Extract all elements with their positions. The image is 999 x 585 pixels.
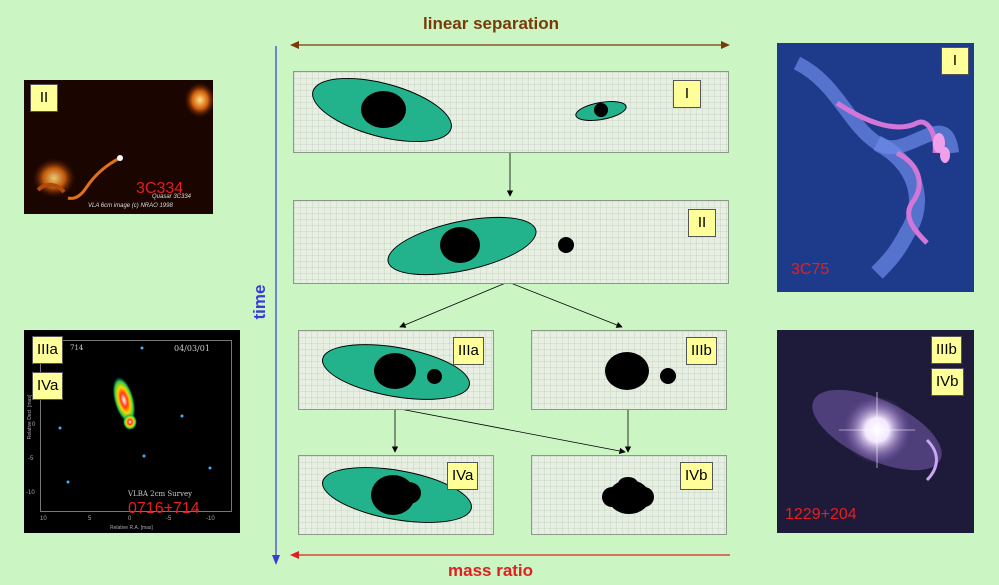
survey-name: VLBA 2cm Survey [128, 490, 193, 498]
y-tick-neg10: -10 [26, 490, 35, 496]
image-tag-ii: II [30, 84, 58, 112]
image-name-3c334: 3C334 [136, 180, 184, 197]
stage-tag-iiib: IIIb [686, 337, 717, 365]
merged-black-hole-lobe-top [618, 477, 638, 491]
radio-jets-image [793, 56, 959, 279]
merged-black-hole-lobe-right [634, 487, 654, 507]
stage-ii-box: II [293, 200, 729, 287]
mass-ratio-label: mass ratio [448, 561, 534, 580]
x-tick-neg10: -10 [206, 516, 215, 522]
merged-black-hole-lobe [397, 482, 421, 504]
x-tick-5: 5 [88, 516, 92, 522]
image-name-0716-714: 0716+714 [128, 500, 200, 517]
x-tick-10: 10 [40, 516, 47, 522]
large-black-hole [440, 227, 480, 263]
large-black-hole [361, 91, 406, 128]
stage-i-box: I [293, 65, 729, 155]
image-3c75: I 3C75 [777, 43, 974, 292]
small-black-hole [660, 368, 676, 384]
x-tick-0: 0 [128, 516, 132, 522]
arrow-iiia-to-ivb [394, 407, 626, 455]
stage-tag-i: I [673, 80, 701, 108]
stage-iiib-box: IIIb [531, 330, 727, 410]
mass-ratio-arrow [290, 551, 730, 559]
stage-tag-ii: II [688, 209, 716, 237]
x-tick-neg5: -5 [166, 516, 172, 522]
image-tag-iiia: IIIa [32, 336, 63, 364]
y-axis-label-text: Relative Decl. [mas] [27, 394, 33, 440]
stage-tag-iva: IVa [447, 462, 479, 490]
stage-tag-iiia: IIIa [453, 337, 484, 365]
arrow-ii-to-iiia [399, 281, 509, 328]
merged-black-hole-lobe-left [602, 487, 622, 507]
stage-ivb-box: IVb [531, 455, 727, 535]
image-caption-vla: VLA 6cm image (c) NRAO 1998 [88, 203, 173, 209]
galaxy-image [812, 389, 942, 482]
observation-date: 04/03/01 [174, 344, 210, 353]
image-tag-iiib: IIIb [931, 336, 962, 364]
image-name-1229-204: 1229+204 [785, 506, 857, 523]
arrow-ii-to-iiib [507, 281, 623, 328]
y-tick-0: 0 [32, 422, 36, 428]
linear-separation-arrow [290, 41, 730, 49]
stage-tag-ivb: IVb [680, 462, 713, 490]
stage-iiia-box: IIIa [298, 330, 494, 410]
large-black-hole [374, 353, 416, 389]
stage-iva-box: IVa [298, 455, 494, 535]
large-black-hole [605, 352, 649, 390]
plot-frame [40, 340, 232, 512]
image-name-3c75: 3C75 [791, 261, 830, 278]
small-black-hole [594, 103, 608, 117]
image-1229-204: IIIb IVb 1229+204 [777, 330, 974, 533]
time-axis-arrow [272, 46, 280, 565]
image-tag-i: I [941, 47, 969, 75]
x-axis-label: Relative R.A. [mas] [110, 525, 153, 531]
image-caption-quasar: Quasar 3C334 [152, 194, 192, 200]
image-tag-ivb: IVb [931, 368, 964, 396]
image-3c334: II 3C334 Quasar 3C334 VLA 6cm image (c) … [24, 80, 213, 214]
vlbi-jet-image [58, 346, 212, 484]
linear-separation-label: linear separation [423, 14, 560, 33]
small-black-hole [427, 369, 442, 384]
small-black-hole [558, 237, 574, 253]
y-tick-neg5: -5 [28, 456, 34, 462]
radio-jet-image [32, 82, 213, 200]
source-partial-id: 714 [70, 344, 84, 352]
image-0716-714: 714 04/03/01 VLBA 2cm Survey Relative De… [24, 330, 240, 533]
image-tag-iva: IVa [32, 372, 64, 400]
